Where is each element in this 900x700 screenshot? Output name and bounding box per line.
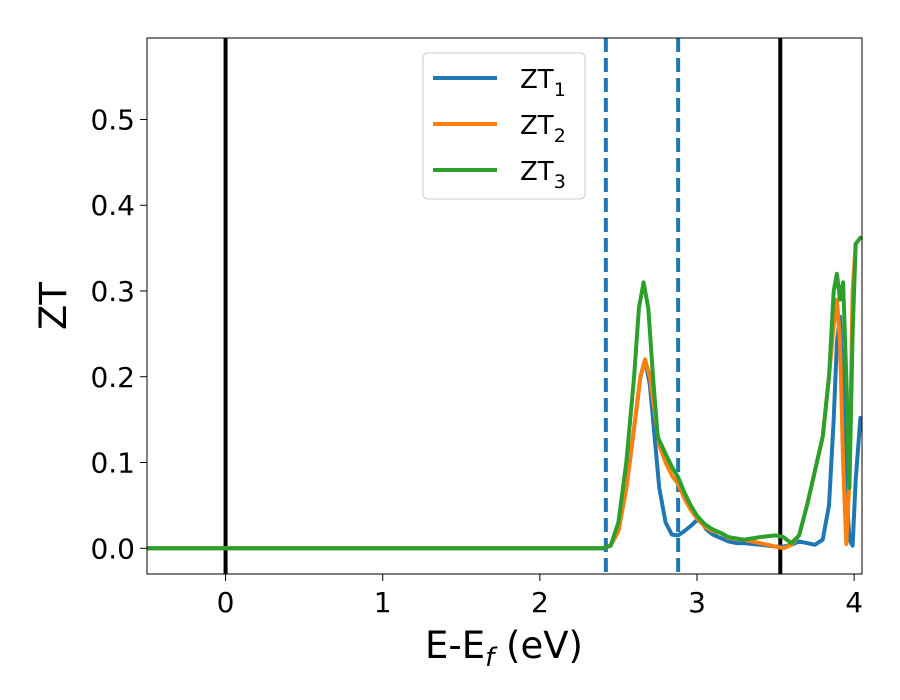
plot-frame	[146, 37, 863, 575]
legend-label-1: ZT1	[520, 65, 566, 101]
x-axis: 0 1 2 3 4	[217, 574, 863, 619]
legend-box	[422, 52, 586, 200]
x-axis-label-tail: (eV)	[494, 624, 583, 667]
y-tick-label: 0.0	[90, 532, 135, 565]
legend-label-2: ZT2	[520, 111, 566, 147]
x-tick-label: 4	[845, 586, 863, 619]
y-tick-label: 0.4	[90, 189, 135, 222]
legend-label-3: ZT3	[520, 157, 566, 193]
legend: ZT1 ZT2 ZT3	[422, 52, 586, 200]
series-line-1	[147, 314, 862, 551]
y-tick-label: 0.3	[90, 275, 135, 308]
y-tick-label: 0.2	[90, 361, 135, 394]
x-tick-label: 3	[688, 586, 706, 619]
x-tick-label: 2	[531, 586, 549, 619]
y-tick-label: 0.5	[90, 103, 135, 136]
y-tick-label: 0.1	[90, 447, 135, 480]
x-tick-label: 0	[217, 586, 235, 619]
x-axis-label: E-Ef (eV)	[425, 624, 583, 673]
series-line-3	[147, 235, 862, 551]
series-line-2	[147, 235, 862, 551]
x-tick-label: 1	[374, 586, 392, 619]
y-axis-label: ZT	[32, 282, 75, 330]
series-lines	[147, 235, 862, 551]
y-axis: 0.0 0.1 0.2 0.3 0.4 0.5	[90, 103, 147, 565]
